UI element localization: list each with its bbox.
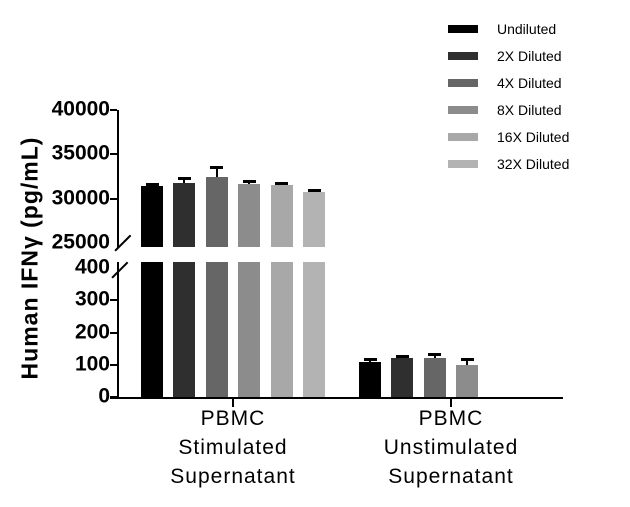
legend-swatch <box>448 106 478 114</box>
axis-break-slash-lower <box>111 261 129 279</box>
legend-swatch <box>448 160 478 168</box>
error-bar-cap <box>428 352 442 356</box>
bar-segment-upper <box>173 182 196 247</box>
x-group-label-line: PBMC <box>200 407 266 430</box>
bar <box>456 365 479 397</box>
y-tick-label: 40000 <box>51 97 110 121</box>
x-group-label-line: Stimulated <box>178 436 288 459</box>
error-bar-cap <box>242 180 256 184</box>
y-tick-label: 400 <box>74 255 110 279</box>
y-tick-label: 100 <box>74 352 110 376</box>
y-tick <box>110 396 117 398</box>
error-bar-cap <box>363 358 377 362</box>
y-tick <box>110 299 117 302</box>
legend-label: 32X Diluted <box>497 156 570 172</box>
bar-segment-upper <box>303 191 325 247</box>
legend-label: 16X Diluted <box>497 129 570 145</box>
y-tick-label: 300 <box>74 287 110 311</box>
y-tick <box>110 331 117 334</box>
bar-segment-upper <box>270 185 293 247</box>
y-tick-label: 0 <box>98 384 110 408</box>
y-axis-upper-segment <box>117 110 119 248</box>
bar-segment-upper <box>205 177 228 247</box>
error-bar-cap <box>275 182 289 186</box>
y-tick <box>110 363 117 366</box>
bar-segment-lower <box>303 262 325 397</box>
error-bar-cap <box>177 176 191 180</box>
y-tick-label: 200 <box>74 320 110 344</box>
bar <box>391 357 414 397</box>
legend-label: 2X Diluted <box>497 48 562 64</box>
bar <box>423 358 446 397</box>
x-group-label-line: PBMC <box>418 407 484 430</box>
x-group-label-line: Unstimulated <box>383 436 519 459</box>
y-tick <box>110 153 117 156</box>
error-bar-cap <box>307 188 321 192</box>
x-axis <box>110 397 563 399</box>
error-bar-cap <box>460 358 474 362</box>
legend-label: 4X Diluted <box>497 75 562 91</box>
x-group-tick <box>450 399 452 407</box>
legend-label: Undiluted <box>497 21 557 37</box>
y-tick-label: 30000 <box>51 186 110 210</box>
y-tick <box>110 197 117 200</box>
bar-segment-lower <box>205 262 228 397</box>
x-group-tick <box>232 399 234 407</box>
error-bar-stem <box>183 178 186 183</box>
legend-swatch <box>448 52 478 60</box>
bar-segment-lower <box>141 262 163 397</box>
y-tick-label: 25000 <box>51 230 110 254</box>
x-group-label-line: Supernatant <box>170 465 296 488</box>
legend-swatch <box>448 79 478 87</box>
error-bar-stem <box>466 359 469 366</box>
legend-swatch <box>448 133 478 141</box>
bar-segment-lower <box>270 262 293 397</box>
error-bar-stem <box>433 354 436 359</box>
bar-segment-upper <box>141 186 163 247</box>
y-tick <box>110 109 117 111</box>
bar <box>359 362 381 397</box>
error-bar-stem <box>215 167 218 178</box>
bar-segment-upper <box>238 183 261 247</box>
x-group-label-line: Supernatant <box>388 465 514 488</box>
y-tick-label: 35000 <box>51 141 110 165</box>
x-group-label: PBMC Unstimulated Supernatant <box>384 404 519 491</box>
bar-segment-lower <box>238 262 261 397</box>
legend-swatch <box>448 25 478 33</box>
y-axis-lower-segment <box>117 262 119 399</box>
error-bar-cap <box>145 182 159 186</box>
error-bar-cap <box>395 354 409 358</box>
x-group-label: PBMC Stimulated Supernatant <box>170 404 295 491</box>
bar-segment-lower <box>173 262 196 397</box>
legend-label: 8X Diluted <box>497 102 562 118</box>
error-bar-cap <box>210 166 224 170</box>
